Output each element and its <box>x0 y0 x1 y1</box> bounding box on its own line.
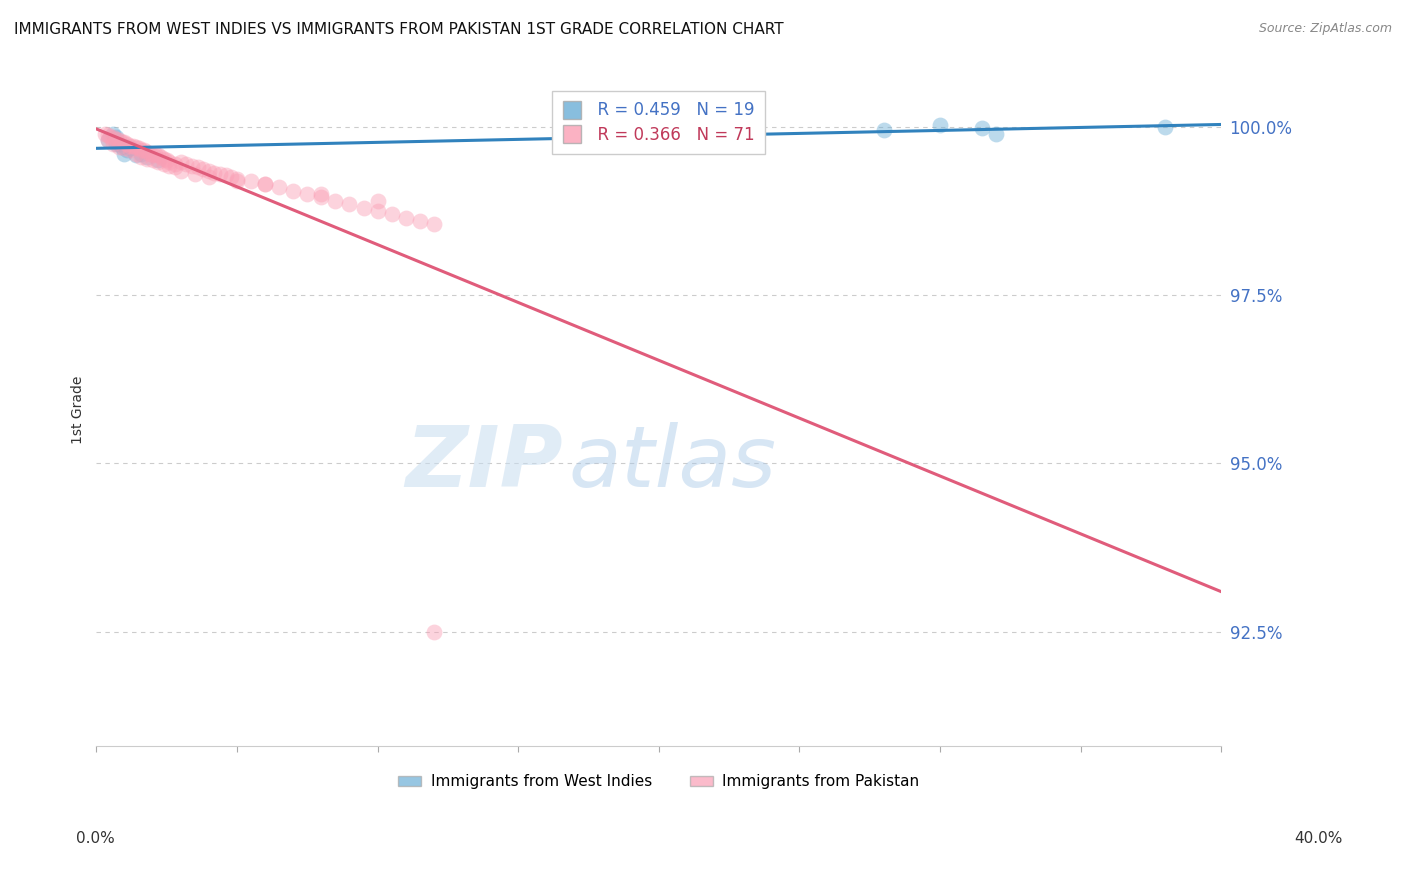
Point <box>204 165 226 179</box>
Point <box>181 159 204 173</box>
Point <box>125 146 148 161</box>
Point <box>156 153 179 168</box>
Point <box>117 144 139 158</box>
Point <box>193 161 215 176</box>
Point <box>114 141 136 155</box>
Point <box>111 135 134 149</box>
Point <box>103 129 125 144</box>
Point <box>215 168 238 182</box>
Point <box>122 138 145 153</box>
Point <box>108 136 131 151</box>
Point <box>120 141 142 155</box>
Point <box>165 157 187 171</box>
Point <box>198 163 221 178</box>
Point <box>131 144 153 158</box>
Point <box>153 152 176 166</box>
Point <box>108 140 131 154</box>
Point <box>136 145 159 160</box>
Point <box>128 141 150 155</box>
Point <box>311 187 333 202</box>
Point <box>111 140 134 154</box>
Text: 40.0%: 40.0% <box>1295 831 1343 846</box>
Point <box>226 172 249 186</box>
Point <box>929 119 952 133</box>
Point <box>972 121 994 136</box>
Point <box>125 140 148 154</box>
Point <box>254 177 277 191</box>
Text: atlas: atlas <box>569 422 776 505</box>
Point <box>148 148 170 162</box>
Point <box>297 187 319 202</box>
Point <box>125 148 148 162</box>
Point <box>97 128 120 142</box>
Point <box>198 170 221 185</box>
Point <box>311 190 333 204</box>
Point <box>159 159 181 173</box>
Point <box>187 160 209 174</box>
Point <box>325 194 347 208</box>
Point <box>114 135 136 149</box>
Text: IMMIGRANTS FROM WEST INDIES VS IMMIGRANTS FROM PAKISTAN 1ST GRADE CORRELATION CH: IMMIGRANTS FROM WEST INDIES VS IMMIGRANT… <box>14 22 783 37</box>
Text: ZIP: ZIP <box>405 422 564 505</box>
Point <box>159 154 181 169</box>
Point <box>986 127 1008 141</box>
Point <box>283 184 305 198</box>
Point <box>150 150 173 164</box>
Point <box>103 127 125 141</box>
Point <box>381 207 404 221</box>
Point <box>114 146 136 161</box>
Point <box>117 136 139 151</box>
Point <box>100 129 122 144</box>
Point <box>339 197 361 211</box>
Point <box>423 624 446 639</box>
Point <box>367 194 389 208</box>
Point <box>367 203 389 218</box>
Point <box>1154 120 1177 134</box>
Point <box>134 144 156 158</box>
Point <box>176 157 198 171</box>
Point <box>131 146 153 161</box>
Point <box>353 201 375 215</box>
Point <box>97 133 120 147</box>
Point <box>873 123 896 137</box>
Point <box>269 180 291 194</box>
Point <box>142 148 165 162</box>
Point <box>395 211 418 225</box>
Point <box>209 167 232 181</box>
Point <box>139 146 162 161</box>
Point <box>97 133 120 147</box>
Point <box>184 167 207 181</box>
Point <box>226 174 249 188</box>
Legend: Immigrants from West Indies, Immigrants from Pakistan: Immigrants from West Indies, Immigrants … <box>392 768 925 796</box>
Point <box>170 163 193 178</box>
Point <box>131 150 153 164</box>
Point <box>108 133 131 147</box>
Point <box>105 129 128 144</box>
Y-axis label: 1st Grade: 1st Grade <box>72 376 86 443</box>
Point <box>423 218 446 232</box>
Point <box>103 136 125 151</box>
Point <box>148 153 170 168</box>
Text: Source: ZipAtlas.com: Source: ZipAtlas.com <box>1258 22 1392 36</box>
Point <box>120 138 142 153</box>
Text: 0.0%: 0.0% <box>76 831 115 846</box>
Point <box>240 174 263 188</box>
Point <box>142 153 165 168</box>
Point <box>165 160 187 174</box>
Point <box>153 157 176 171</box>
Point <box>120 144 142 158</box>
Point <box>170 154 193 169</box>
Point <box>105 132 128 146</box>
Point <box>136 150 159 164</box>
Point <box>94 127 117 141</box>
Point <box>409 214 432 228</box>
Point <box>136 152 159 166</box>
Point <box>114 138 136 153</box>
Point <box>105 136 128 151</box>
Point <box>145 146 167 161</box>
Point <box>254 177 277 191</box>
Point <box>148 154 170 169</box>
Point <box>221 170 243 185</box>
